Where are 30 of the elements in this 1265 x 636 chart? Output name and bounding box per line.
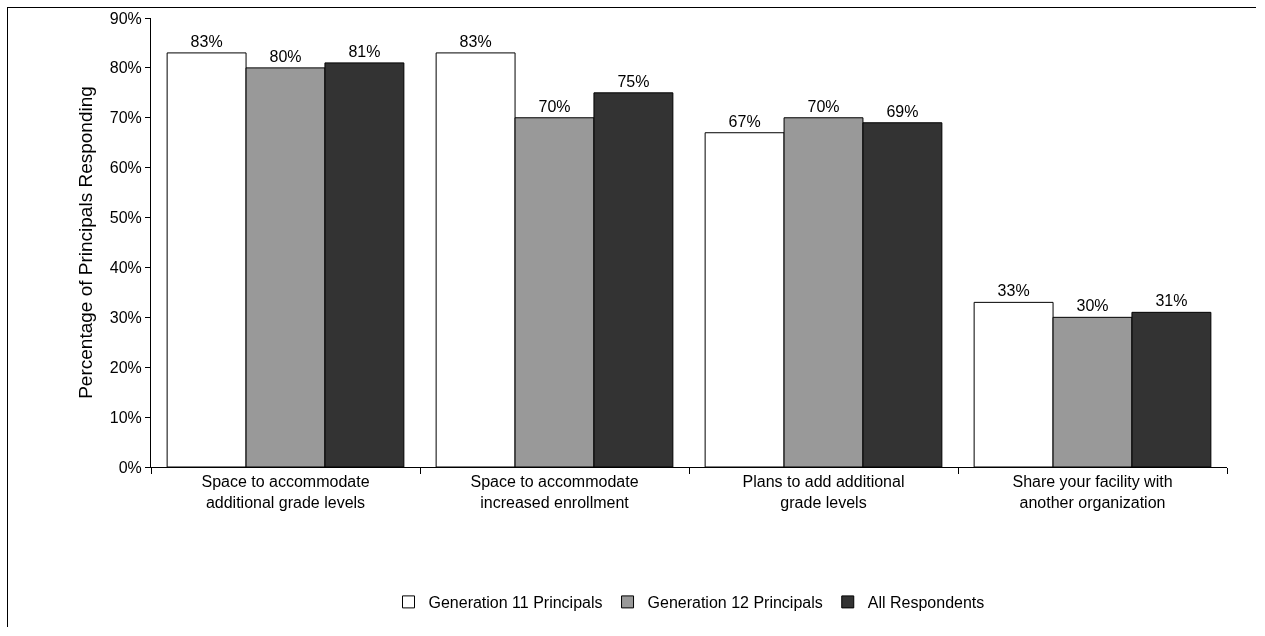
legend-label: Generation 12 Principals: [647, 594, 823, 612]
y-tick-label: 10%: [109, 408, 142, 426]
x-tick-label: Space to accommodate additional grade levels: [201, 473, 370, 511]
x-tick-label: Share your facility with another organization: [1012, 473, 1173, 511]
legend-label: Generation 11 Principals: [428, 594, 603, 612]
y-tick-label: 50%: [109, 209, 142, 227]
data-label: 83%: [459, 32, 492, 50]
data-label: 83%: [190, 32, 223, 50]
data-label: 31%: [1155, 292, 1188, 310]
y-tick-label: 60%: [109, 159, 142, 177]
y-tick-label: 70%: [109, 109, 142, 127]
data-label: 30%: [1076, 297, 1109, 315]
data-label: 67%: [728, 112, 761, 130]
data-label: 69%: [886, 102, 919, 120]
legend-label: All Respondents: [867, 594, 985, 612]
y-tick-label: 30%: [109, 308, 142, 326]
y-tick-label: 0%: [118, 458, 142, 476]
x-tick-label: Plans to add additional grade levels: [742, 473, 905, 511]
data-label: 33%: [997, 282, 1030, 300]
x-tick-label: Space to accommodate increased enrollment: [470, 473, 639, 511]
data-label: 70%: [807, 97, 840, 115]
data-label: 81%: [348, 42, 381, 60]
y-axis-title: Percentage of Principals Responding: [74, 86, 96, 399]
y-tick-label: 90%: [109, 9, 142, 27]
data-label: 80%: [269, 47, 302, 65]
y-tick-label: 40%: [109, 259, 142, 277]
y-tick-label: 20%: [109, 358, 142, 376]
data-label: 75%: [617, 72, 650, 90]
data-label: 70%: [538, 97, 571, 115]
y-tick-label: 80%: [109, 59, 142, 77]
